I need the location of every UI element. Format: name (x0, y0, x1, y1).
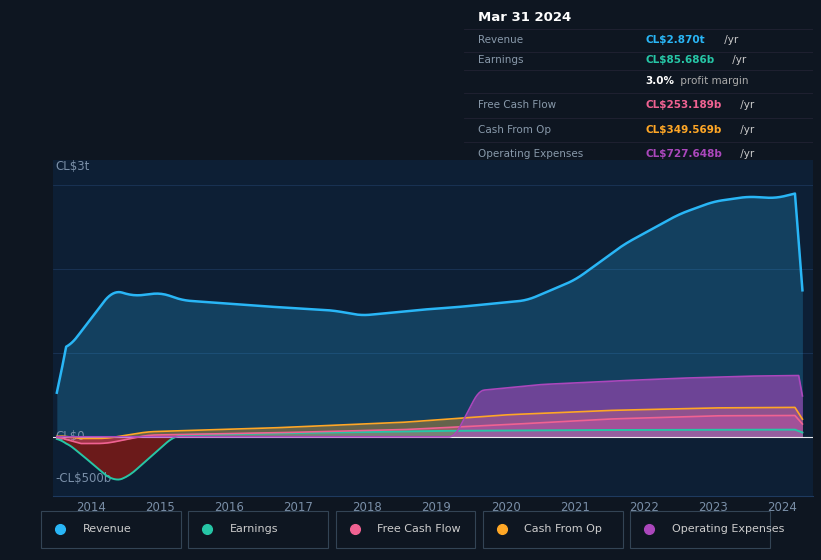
Text: /yr: /yr (722, 35, 739, 45)
Text: Cash From Op: Cash From Op (478, 124, 551, 134)
Text: Free Cash Flow: Free Cash Flow (377, 525, 461, 534)
FancyBboxPatch shape (336, 511, 475, 548)
Text: Operating Expenses: Operating Expenses (478, 149, 583, 158)
Text: Earnings: Earnings (230, 525, 278, 534)
FancyBboxPatch shape (483, 511, 622, 548)
Text: -CL$500b: -CL$500b (55, 472, 111, 486)
Text: CL$253.189b: CL$253.189b (645, 100, 722, 110)
Text: /yr: /yr (736, 124, 754, 134)
Text: /yr: /yr (729, 55, 746, 66)
Text: CL$0: CL$0 (55, 430, 85, 444)
Text: CL$85.686b: CL$85.686b (645, 55, 714, 66)
Text: /yr: /yr (736, 100, 754, 110)
Text: Cash From Op: Cash From Op (525, 525, 603, 534)
Text: Revenue: Revenue (83, 525, 131, 534)
FancyBboxPatch shape (41, 511, 181, 548)
Text: Free Cash Flow: Free Cash Flow (478, 100, 556, 110)
Text: Operating Expenses: Operating Expenses (672, 525, 784, 534)
Text: /yr: /yr (736, 149, 754, 158)
Text: CL$2.870t: CL$2.870t (645, 35, 705, 45)
Text: CL$3t: CL$3t (55, 160, 89, 172)
Text: Mar 31 2024: Mar 31 2024 (478, 11, 571, 24)
FancyBboxPatch shape (188, 511, 328, 548)
Text: 3.0%: 3.0% (645, 76, 674, 86)
Text: Revenue: Revenue (478, 35, 523, 45)
Text: CL$349.569b: CL$349.569b (645, 124, 722, 134)
FancyBboxPatch shape (631, 511, 770, 548)
Text: Earnings: Earnings (478, 55, 523, 66)
Text: profit margin: profit margin (677, 76, 748, 86)
Text: CL$727.648b: CL$727.648b (645, 149, 722, 158)
